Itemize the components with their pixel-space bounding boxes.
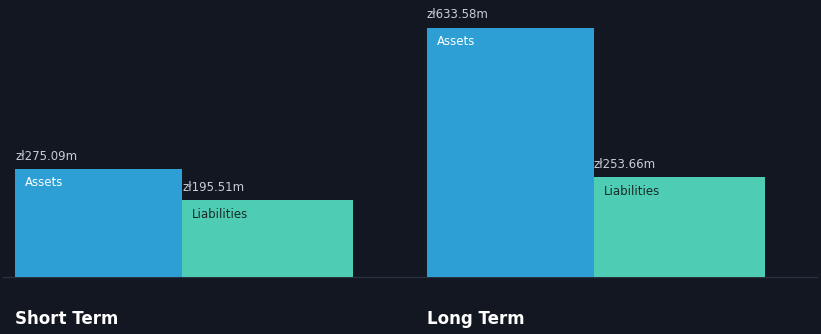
Bar: [15, 169, 182, 277]
Text: zł253.66m: zł253.66m: [594, 158, 656, 171]
Text: zł633.58m: zł633.58m: [427, 8, 488, 21]
Text: zł275.09m: zł275.09m: [15, 150, 77, 163]
Text: Short Term: Short Term: [15, 310, 118, 328]
Text: Long Term: Long Term: [427, 310, 525, 328]
Text: Assets: Assets: [437, 35, 475, 48]
Text: Liabilities: Liabilities: [192, 208, 248, 221]
Bar: [594, 177, 765, 277]
Bar: [427, 28, 594, 277]
Bar: [182, 200, 353, 277]
Text: zł195.51m: zł195.51m: [182, 181, 245, 194]
Text: Assets: Assets: [25, 176, 63, 189]
Text: Liabilities: Liabilities: [603, 185, 660, 198]
